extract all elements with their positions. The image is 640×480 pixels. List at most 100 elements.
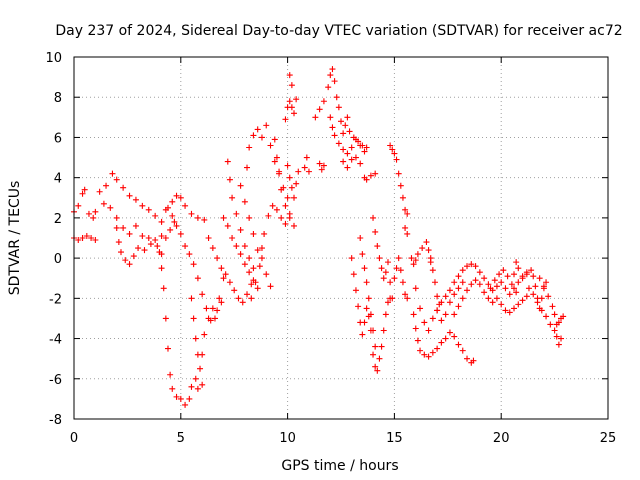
series-arc-33 bbox=[408, 239, 434, 268]
data-point bbox=[487, 285, 494, 292]
data-point bbox=[162, 235, 169, 241]
series-arc-18 bbox=[286, 72, 295, 89]
data-point bbox=[85, 210, 92, 217]
data-point bbox=[327, 114, 334, 121]
data-point bbox=[293, 180, 300, 187]
data-point bbox=[350, 271, 357, 278]
data-point bbox=[288, 184, 295, 191]
data-point bbox=[399, 194, 406, 201]
data-point bbox=[320, 162, 327, 169]
series-arc-22 bbox=[327, 114, 368, 157]
data-point bbox=[429, 267, 436, 274]
data-point bbox=[237, 251, 244, 258]
data-point bbox=[459, 267, 466, 274]
data-point bbox=[188, 383, 195, 390]
data-point bbox=[177, 230, 184, 237]
data-point bbox=[286, 72, 293, 79]
data-point bbox=[246, 255, 253, 262]
data-point bbox=[218, 299, 225, 306]
data-point bbox=[543, 279, 550, 286]
data-point bbox=[113, 176, 120, 183]
data-point bbox=[361, 148, 368, 155]
data-point bbox=[158, 218, 165, 225]
data-point bbox=[120, 184, 127, 191]
data-point bbox=[391, 275, 398, 282]
data-point bbox=[485, 281, 492, 288]
data-point bbox=[402, 206, 409, 213]
data-point bbox=[489, 299, 496, 306]
data-point bbox=[291, 194, 298, 201]
data-point bbox=[451, 311, 458, 318]
data-point bbox=[188, 210, 195, 217]
data-point bbox=[271, 136, 278, 143]
data-point bbox=[525, 285, 532, 292]
y-tick-label: 0 bbox=[54, 252, 62, 267]
x-tick-label: 10 bbox=[279, 431, 296, 446]
data-point bbox=[395, 255, 402, 262]
data-point bbox=[446, 287, 453, 294]
y-tick-label: -2 bbox=[49, 292, 62, 307]
data-point bbox=[246, 269, 253, 276]
data-point bbox=[410, 311, 417, 318]
x-tick-label: 0 bbox=[70, 431, 78, 446]
data-point bbox=[335, 104, 342, 111]
data-point bbox=[397, 182, 404, 189]
data-point bbox=[291, 110, 298, 117]
data-point bbox=[335, 140, 342, 147]
data-point bbox=[205, 235, 212, 241]
data-point bbox=[284, 162, 291, 169]
data-point bbox=[496, 271, 503, 278]
data-point bbox=[258, 255, 265, 262]
data-point bbox=[167, 371, 174, 378]
data-point bbox=[248, 281, 255, 288]
data-point bbox=[267, 142, 274, 149]
data-point bbox=[402, 291, 409, 298]
series-arc-15 bbox=[271, 136, 298, 229]
data-point bbox=[267, 283, 274, 290]
data-point bbox=[470, 357, 477, 364]
data-point bbox=[438, 317, 445, 324]
data-point bbox=[511, 305, 518, 312]
data-point bbox=[231, 287, 238, 294]
data-point bbox=[389, 146, 396, 153]
data-point bbox=[515, 279, 522, 286]
data-point bbox=[152, 237, 159, 244]
data-point bbox=[412, 325, 419, 332]
data-point bbox=[327, 72, 334, 79]
data-point bbox=[363, 144, 370, 151]
data-point bbox=[224, 158, 231, 165]
data-point bbox=[164, 204, 171, 211]
data-point bbox=[209, 245, 216, 252]
data-point bbox=[342, 122, 349, 129]
data-point bbox=[100, 200, 107, 207]
data-point bbox=[359, 142, 366, 149]
data-point bbox=[425, 353, 432, 360]
y-tick-label: -6 bbox=[49, 373, 62, 388]
data-point bbox=[506, 309, 513, 316]
data-point bbox=[226, 279, 233, 286]
data-point bbox=[519, 273, 526, 280]
data-point bbox=[199, 291, 206, 298]
data-point bbox=[532, 283, 539, 290]
data-point bbox=[423, 239, 430, 246]
data-point bbox=[344, 164, 351, 171]
data-point bbox=[363, 279, 370, 286]
data-point bbox=[269, 202, 276, 209]
data-point bbox=[197, 365, 204, 372]
data-point bbox=[216, 295, 223, 302]
data-point bbox=[171, 218, 178, 225]
y-axis-label: SDTVAR / TECUs bbox=[7, 181, 23, 296]
data-point bbox=[132, 222, 139, 229]
data-point bbox=[530, 273, 537, 280]
data-point bbox=[417, 347, 424, 354]
data-point bbox=[92, 208, 99, 215]
data-point bbox=[248, 295, 255, 302]
data-point bbox=[464, 355, 471, 362]
data-point bbox=[147, 241, 154, 248]
data-point bbox=[154, 243, 161, 250]
data-point bbox=[519, 297, 526, 304]
data-point bbox=[434, 293, 441, 300]
series-arc-42 bbox=[525, 285, 565, 348]
data-point bbox=[229, 194, 236, 201]
data-point bbox=[455, 341, 462, 348]
